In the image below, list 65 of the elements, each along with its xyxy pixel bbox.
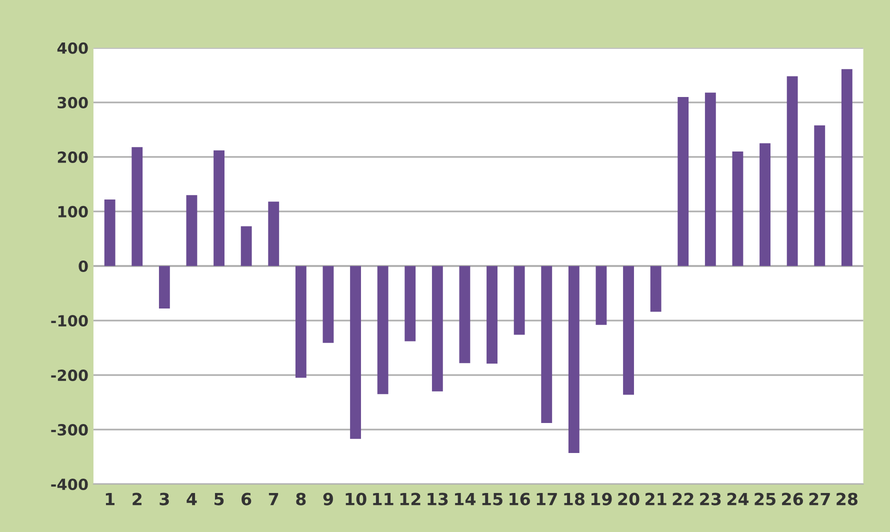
bar xyxy=(377,266,388,394)
y-tick-label: 300 xyxy=(58,96,88,108)
x-tick-label: 4 xyxy=(186,492,197,506)
x-tick-label: 17 xyxy=(536,492,557,506)
x-tick-label: 22 xyxy=(672,492,694,506)
bar xyxy=(295,266,306,378)
y-tick-label: -200 xyxy=(51,370,88,382)
bar xyxy=(596,266,607,325)
x-tick-label: 24 xyxy=(727,492,749,506)
bar xyxy=(268,202,280,266)
bar xyxy=(650,266,662,312)
x-tick-label: 2 xyxy=(132,492,142,506)
x-tick-label: 16 xyxy=(510,492,530,506)
x-tick-label: 25 xyxy=(754,492,776,506)
y-tick-label: 400 xyxy=(57,42,88,54)
x-tick-label: 15 xyxy=(482,492,502,506)
bar xyxy=(704,92,716,266)
bar xyxy=(186,195,198,266)
bar xyxy=(158,266,170,309)
bar xyxy=(814,125,826,266)
bar xyxy=(486,266,498,364)
x-tick-label: 18 xyxy=(564,492,584,506)
x-tick-label: 8 xyxy=(296,492,306,506)
bar xyxy=(404,266,416,342)
bar xyxy=(732,151,744,266)
bar xyxy=(678,96,689,266)
bar xyxy=(214,150,224,266)
bar xyxy=(514,266,525,335)
y-tick-label: -300 xyxy=(51,424,88,436)
x-tick-label: 3 xyxy=(160,492,169,506)
x-tick-label: 28 xyxy=(836,492,858,506)
x-tick-label: 20 xyxy=(618,492,640,506)
bar xyxy=(104,199,116,266)
bar xyxy=(841,69,852,266)
x-tick-label: 23 xyxy=(700,492,721,506)
x-tick-label: 6 xyxy=(242,492,252,506)
x-tick-label: 1 xyxy=(106,492,114,506)
bar xyxy=(623,266,634,395)
y-tick-label: 200 xyxy=(58,151,88,163)
y-tick-label: -400 xyxy=(51,478,88,490)
x-tick-label: 7 xyxy=(268,492,278,506)
x-tick-label: 26 xyxy=(782,492,804,506)
bar xyxy=(760,143,770,266)
bar xyxy=(132,147,143,266)
bar xyxy=(786,76,798,266)
x-tick-label: 9 xyxy=(323,492,333,506)
x-tick-label: 5 xyxy=(214,492,224,506)
x-tick-label: 21 xyxy=(646,492,666,506)
bar xyxy=(350,266,361,439)
x-tick-label: 27 xyxy=(809,492,830,506)
bar xyxy=(322,266,334,343)
bar xyxy=(432,266,443,392)
bar xyxy=(240,226,252,266)
y-tick-label: 0 xyxy=(78,260,88,272)
x-tick-label: 14 xyxy=(455,492,476,506)
bar xyxy=(541,266,552,424)
x-tick-label: 11 xyxy=(373,492,394,506)
x-tick-label: 12 xyxy=(400,492,420,506)
x-tick-label: 13 xyxy=(428,492,448,506)
x-tick-label: 19 xyxy=(592,492,612,506)
y-tick-label: -100 xyxy=(51,314,88,327)
bar xyxy=(459,266,470,364)
bar xyxy=(568,266,580,454)
x-tick-label: 10 xyxy=(346,492,366,506)
y-tick-label: 100 xyxy=(58,206,88,218)
